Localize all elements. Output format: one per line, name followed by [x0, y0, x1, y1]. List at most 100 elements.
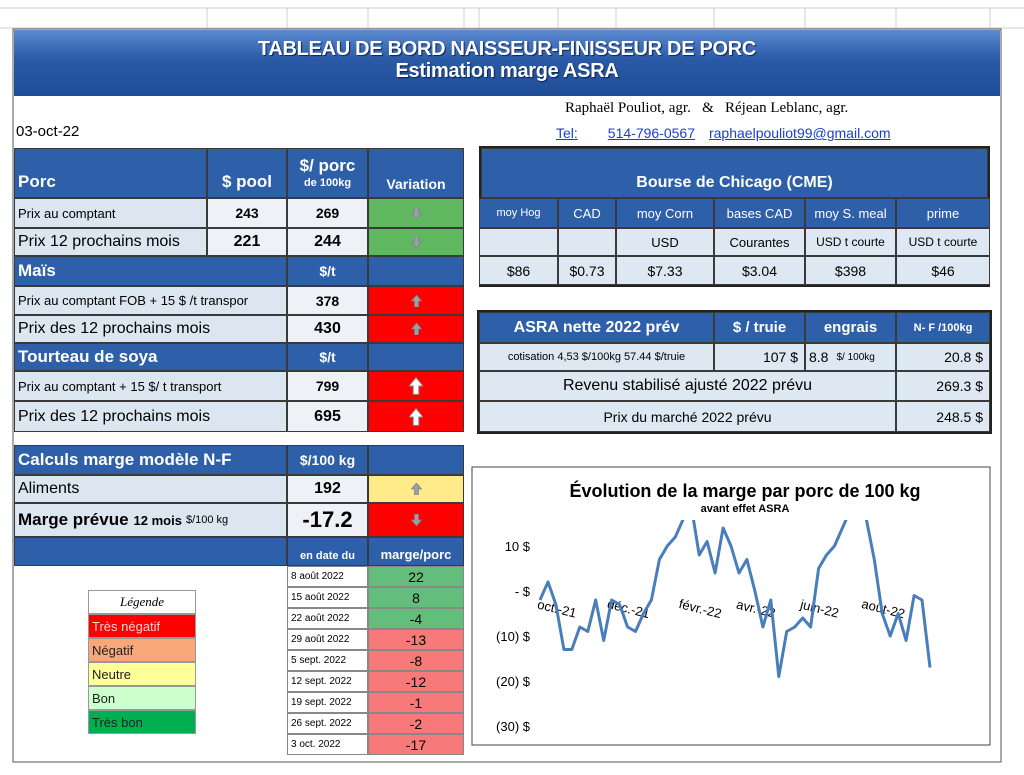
cell-text: 12 mois [133, 512, 182, 528]
cell-text: 8.8 [809, 349, 829, 365]
table-cell [558, 228, 616, 256]
table-cell: 269 [287, 198, 368, 228]
table-cell: USD t courte [805, 228, 896, 256]
table-cell: Aliments [14, 475, 287, 503]
table-cell: 378 [287, 286, 368, 315]
arrow-icon [410, 483, 422, 495]
arrow-icon [410, 207, 422, 219]
table-cell: -4 [368, 608, 464, 629]
table-cell: 221 [207, 228, 287, 256]
variation-indicator [368, 198, 464, 228]
date: 03-oct-22 [16, 123, 80, 140]
table-cell [479, 228, 558, 256]
tel-label: Tel: [556, 125, 578, 141]
table-cell: USD [616, 228, 714, 256]
table-cell: $3.04 [714, 256, 805, 285]
table-cell: $7.33 [616, 256, 714, 285]
subtitle: Estimation marge ASRA [395, 60, 619, 82]
table-cell: Prix des 12 prochains mois [14, 401, 287, 432]
table-cell: 799 [287, 371, 368, 401]
table-cell: Revenu stabilisé ajusté 2022 prévu [479, 371, 896, 401]
table-cell: 22 [368, 566, 464, 587]
header-cell: prime [896, 198, 990, 228]
header-cell: $/ porc de 100kg [287, 148, 368, 198]
header-cell [368, 445, 464, 475]
arrow-icon [410, 294, 422, 307]
arrow-icon [410, 514, 422, 526]
table-cell: Neutre [88, 662, 196, 686]
table-cell: 269.3 $ [896, 371, 990, 401]
chart-title: Évolution de la marge par porc de 100 kg [569, 480, 920, 501]
banner: TABLEAU DE BORD NAISSEUR-FINISSEUR DE PO… [14, 30, 1000, 96]
variation-indicator [368, 401, 464, 432]
table-cell: -1 [368, 692, 464, 713]
header-cell: Maïs [14, 256, 287, 286]
header-cell [14, 537, 287, 566]
table-cell: Prix du marché 2022 prévu [479, 401, 896, 432]
header-cell: Bourse de Chicago (CME) [481, 148, 988, 198]
table-cell: Prix au comptant + 15 $/ t transport [14, 371, 287, 401]
table-cell: 3 oct. 2022 [287, 734, 368, 755]
x-tick-label: oct.-21 [536, 597, 578, 621]
table-cell: 244 [287, 228, 368, 256]
table-cell: Prix au comptant FOB + 15 $ /t transpor [14, 286, 287, 315]
table-cell: 107 $ [714, 343, 805, 371]
variation-indicator [368, 228, 464, 256]
variation-indicator [368, 315, 464, 343]
arrow-icon [410, 236, 422, 248]
chart-box [471, 466, 991, 746]
table-cell: Courantes [714, 228, 805, 256]
arrow-icon [409, 407, 423, 426]
cell-text: $/100 kg [185, 514, 229, 526]
y-tick-label: 10 $ [505, 539, 531, 554]
header-cell: CAD [558, 198, 616, 228]
table-cell: 26 sept. 2022 [287, 713, 368, 734]
header-cell: moy Hog [479, 198, 558, 228]
variation-indicator [368, 475, 464, 503]
x-tick-label: déc.-21 [606, 596, 652, 621]
header-cell: bases CAD [714, 198, 805, 228]
x-tick-label: juin-22 [798, 596, 840, 620]
header-cell: moy Corn [616, 198, 714, 228]
header-cell: $ pool [207, 148, 287, 198]
phone: 514-796-0567 [607, 125, 695, 141]
header-cell [368, 256, 464, 286]
header-cell: $/t [287, 256, 368, 286]
table-cell: 695 [287, 401, 368, 432]
header-cell: ASRA nette 2022 prév [479, 312, 714, 343]
table-cell: 243 [207, 198, 287, 228]
table-cell: -8 [368, 650, 464, 671]
variation-indicator [368, 503, 464, 537]
header-cell: engrais [805, 312, 896, 343]
y-tick-label: (10) $ [496, 629, 531, 644]
table-cell: 12 sept. 2022 [287, 671, 368, 692]
x-tick-label: août-22 [860, 596, 906, 621]
x-tick-label: févr.-22 [677, 596, 723, 621]
header-cell [368, 343, 464, 371]
table-cell: Prix des 12 prochains mois [14, 315, 287, 343]
y-tick-label: (20) $ [496, 674, 531, 689]
table-cell: 8 [368, 587, 464, 608]
table-cell: Très négatif [88, 614, 196, 638]
y-tick-label: - $ [515, 584, 531, 599]
data-line [538, 520, 932, 678]
table-cell: Très bon [88, 710, 196, 734]
cell-text: Marge prévue [18, 510, 129, 529]
header-cell: N- F /100kg [896, 312, 990, 343]
chart-subtitle: avant effet ASRA [701, 503, 790, 515]
table-cell: Marge prévue 12 mois $/100 kg [14, 503, 287, 537]
cell-text: de 100kg [303, 177, 352, 189]
contact: Tel: 514-796-0567 raphaelpouliot99@gmail.c… [556, 125, 891, 141]
arrow-icon [409, 377, 423, 395]
x-tick-label: avr.-22 [735, 597, 777, 621]
header-cell: Calculs marge modèle N-F [14, 445, 287, 475]
table-cell: 430 [287, 315, 368, 343]
table-cell: -17 [368, 734, 464, 755]
table-cell: 248.5 $ [896, 401, 990, 432]
table-cell: -13 [368, 629, 464, 650]
table-cell: cotisation 4,53 $/100kg 57.44 $/truie [479, 343, 714, 371]
table-cell: 192 [287, 475, 368, 503]
arrow-icon [410, 323, 422, 335]
table-cell: $86 [479, 256, 558, 285]
